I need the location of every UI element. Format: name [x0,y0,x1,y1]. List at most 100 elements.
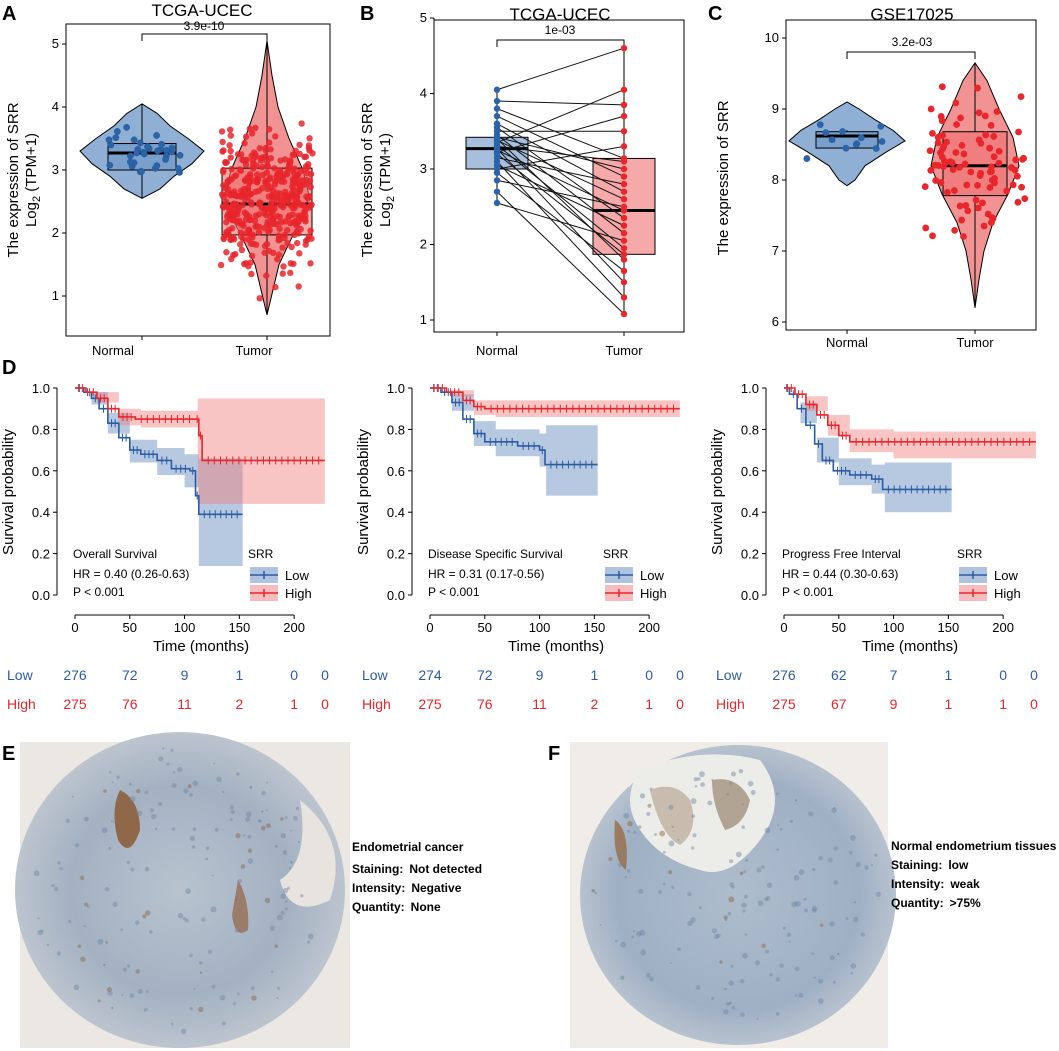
chart-a-point-normal [127,152,134,160]
chart-a-point-tumor [236,241,244,248]
km-1-risk-label-low: Low [7,667,34,683]
chart-a-point-tumor [301,215,309,223]
km-1-legend-label-high: High [285,586,312,601]
chart-c-ytick-label: 7 [772,243,779,258]
chart-a-point-tumor [306,135,313,142]
ihc-f-texture [668,804,674,810]
ihc-e-texture [79,875,85,881]
ihc-f-texture [765,895,771,901]
chart-a-point-tumor [272,283,279,291]
km-1-hr: HR = 0.40 (0.26-0.63) [73,567,189,581]
ihc-f-texture [775,977,781,982]
chart-a-ytick-label: 2 [52,225,59,240]
ihc-f-staining-value: low [948,858,969,872]
ihc-e-texture [59,866,63,871]
km-3-ytick-label: 0.4 [741,505,759,520]
chart-a-point-tumor [238,246,246,254]
chart-a-point-tumor [241,139,248,147]
km-3-risk-low-3: 1 [944,667,952,683]
ihc-f-texture [700,782,705,787]
ihc-e-texture [264,897,271,904]
km-3-risk-low-1: 62 [831,667,847,683]
chart-a-point-normal [112,134,120,142]
chart-c-point-tumor [943,138,950,146]
ihc-e-texture [234,928,239,933]
chart-a-point-tumor [303,176,310,184]
ihc-f-row-quantity: Quantity: >75% [891,896,981,910]
ihc-f-texture [811,908,817,913]
chart-b-ylabel: The expression of SRR [359,102,376,257]
chart-b-point-tumor [620,188,628,195]
chart-a-point-tumor [256,295,263,302]
ihc-e-texture [236,992,240,996]
chart-b-pair-line [496,89,625,144]
km-3-risk-low-5: 0 [1030,667,1038,683]
ihc-e-texture [284,907,288,911]
chart-c-point-tumor [961,160,969,168]
km-2-risk-low-3: 1 [590,667,598,683]
chart-a-point-normal [158,140,165,148]
km-3-risk-high-3: 1 [944,696,952,712]
ihc-e-texture [126,860,131,865]
chart-c-point-tumor [993,108,1001,116]
ihc-e-texture [295,806,300,810]
ihc-e-texture [260,825,266,831]
chart-a-point-tumor [292,147,299,154]
ihc-f-staining-key: Staining [891,858,938,872]
chart-b-pair-line [496,145,625,162]
chart-a-point-tumor [264,185,271,193]
km-2-legend-label-high: High [640,586,667,601]
chart-a-point-tumor [271,181,279,188]
ihc-f-texture [853,901,857,904]
ihc-e-texture [297,840,300,844]
ihc-f-texture [761,943,766,949]
ihc-e-texture [51,883,55,888]
chart-a-point-tumor [248,252,256,260]
km-1-xtick-label: 150 [228,620,250,635]
km-1-risk-low-4: 0 [290,667,298,683]
chart-a-point-tumor [256,199,263,206]
chart-c-point-tumor [952,149,960,156]
ihc-e-texture [199,971,203,974]
ihc-f-texture [776,848,780,852]
km-1-xtick-label: 50 [123,620,137,635]
ihc-e-texture [288,867,292,870]
km-1-risk-low-1: 72 [122,667,138,683]
ihc-e-texture [237,878,243,884]
ihc-f-texture [829,954,835,961]
ihc-e-texture [112,901,118,908]
ihc-e-quantity-key: Quantity [352,900,401,914]
ihc-f-texture [646,811,651,816]
chart-a-point-tumor [227,147,234,155]
ihc-f-texture [798,992,804,998]
chart-a-point-normal [174,165,182,172]
ihc-f-texture [741,902,747,908]
ihc-f-texture [677,838,680,841]
ihc-e-texture [122,967,127,972]
ihc-e-texture [170,1022,174,1026]
chart-a-point-tumor [276,225,283,232]
chart-a-point-normal [140,150,148,158]
ihc-e-texture [216,776,222,782]
chart-c-point-normal [857,134,865,142]
chart-a-point-tumor [283,169,291,177]
chart-b: TCGA-UCEC 1e-03 The expression of SRR Lo… [359,5,685,358]
chart-a-point-normal [154,147,161,155]
ihc-e-texture [158,801,163,807]
chart-b-xtick-normal: Normal [476,343,518,358]
km-3-legend-title: SRR [957,547,983,561]
chart-c-point-tumor [981,112,989,120]
chart-a-point-tumor [222,159,229,166]
chart-a-point-tumor [242,216,250,223]
chart-a-point-tumor [219,148,226,155]
ihc-f-quantity-key: Quantity [891,896,940,910]
chart-c-point-tumor [932,177,940,184]
chart-a-point-tumor [284,165,292,172]
chart-c-xtick-normal: Normal [826,335,868,350]
chart-b-pair-line [496,164,625,227]
ihc-e-staining-value: Not detected [409,862,482,876]
ihc-f-texture [782,926,787,930]
ihc-e-texture [107,990,113,996]
km-2-ytick-label: 0.8 [387,422,405,437]
chart-c-ytick-label: 10 [765,30,779,45]
